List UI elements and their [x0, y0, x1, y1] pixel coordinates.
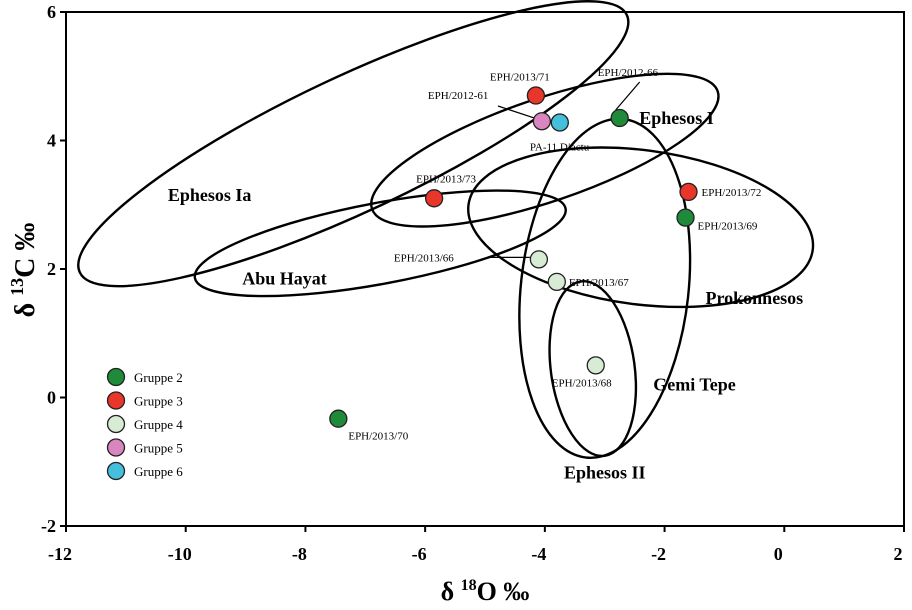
field-ellipse: [370, 72, 720, 228]
point-label: PA-11 Diactu: [530, 142, 590, 154]
point-label: EPH/2013/69: [698, 221, 758, 233]
data-point: [532, 112, 552, 131]
data-point: [679, 182, 698, 202]
legend-label: Gruppe 4: [134, 417, 183, 432]
x-tick-label: -12: [48, 544, 72, 564]
y-tick-label: 4: [47, 131, 56, 151]
field-ellipse: [467, 146, 815, 309]
legend-marker: [106, 391, 126, 410]
field-label: Abu Hayat: [242, 269, 327, 289]
plot-frame: [65, 11, 905, 527]
point-label: EPH/2013/68: [552, 377, 612, 389]
point-label: EPH/2012-61: [428, 90, 489, 102]
y-tick-label: -2: [41, 516, 56, 536]
leader-lines: [488, 81, 641, 258]
field-ellipse: [77, 0, 630, 288]
data-point: [526, 86, 546, 105]
x-axis-label: δ 18O ‰: [441, 577, 530, 606]
legend-marker: [106, 438, 126, 457]
point-label: EPH/2013/70: [348, 431, 408, 443]
legend-label: Gruppe 2: [134, 370, 183, 385]
point-label: EPH/2012-66: [598, 67, 659, 79]
data-point: [676, 208, 695, 227]
legend-label: Gruppe 3: [134, 394, 183, 409]
y-tick-label: 6: [47, 2, 56, 22]
data-points: EPH/2013/71 EPH/2012-66 EPH/2012-61 PA-11 D…: [329, 67, 762, 443]
axes: -12 -10 -8 -6 -4 -2 0 2 -2 0 2 4 6 δ 18O ‰ δ 13C ‰: [7, 2, 905, 606]
data-point: [529, 250, 549, 269]
x-tick-label: -2: [651, 544, 666, 564]
legend-label: Gruppe 6: [134, 464, 183, 479]
data-point: [547, 272, 566, 292]
point-label: EPH/2013/73: [416, 173, 476, 185]
legend-marker: [106, 461, 126, 481]
x-tick-label: 2: [894, 544, 903, 564]
point-label: EPH/2013/72: [702, 187, 762, 199]
x-tick-label: -8: [292, 544, 307, 564]
field-ellipse: [548, 279, 638, 458]
x-tick-label: -10: [168, 544, 192, 564]
data-point: [610, 108, 629, 128]
x-tick-label: -4: [531, 544, 546, 564]
field-label: Prokonnesos: [706, 288, 804, 308]
x-tick-label: -6: [412, 544, 427, 564]
data-point: [329, 409, 348, 428]
legend: Gruppe 2 Gruppe 3 Gruppe 4 Gruppe 5 Gruppe 6: [106, 367, 183, 481]
field-label: Gemi Tepe: [653, 375, 736, 395]
ellipse-fields: Ephesos Ia Ephesos I Abu Hayat Prokonnesos G…: [77, 0, 815, 483]
field-label: Ephesos II: [564, 463, 646, 483]
y-tick-label: 2: [47, 259, 56, 279]
leader-line: [497, 105, 539, 120]
field-ellipse: [193, 189, 567, 298]
point-label: EPH/2013/66: [394, 252, 454, 264]
point-label: EPH/2013/67: [569, 277, 629, 289]
field-label: Ephesos I: [639, 108, 714, 128]
data-point: [424, 189, 444, 208]
data-point: [586, 356, 605, 375]
x-tick-label: 0: [774, 544, 783, 564]
point-label: EPH/2013/71: [490, 72, 550, 84]
data-point: [550, 113, 569, 132]
legend-marker: [106, 367, 126, 387]
leader-line: [615, 81, 641, 111]
legend-marker: [106, 414, 126, 434]
y-tick-label: 0: [47, 388, 56, 408]
field-label: Ephesos Ia: [168, 185, 252, 205]
y-axis-label: δ 13C ‰: [7, 223, 41, 318]
legend-label: Gruppe 5: [134, 441, 183, 456]
